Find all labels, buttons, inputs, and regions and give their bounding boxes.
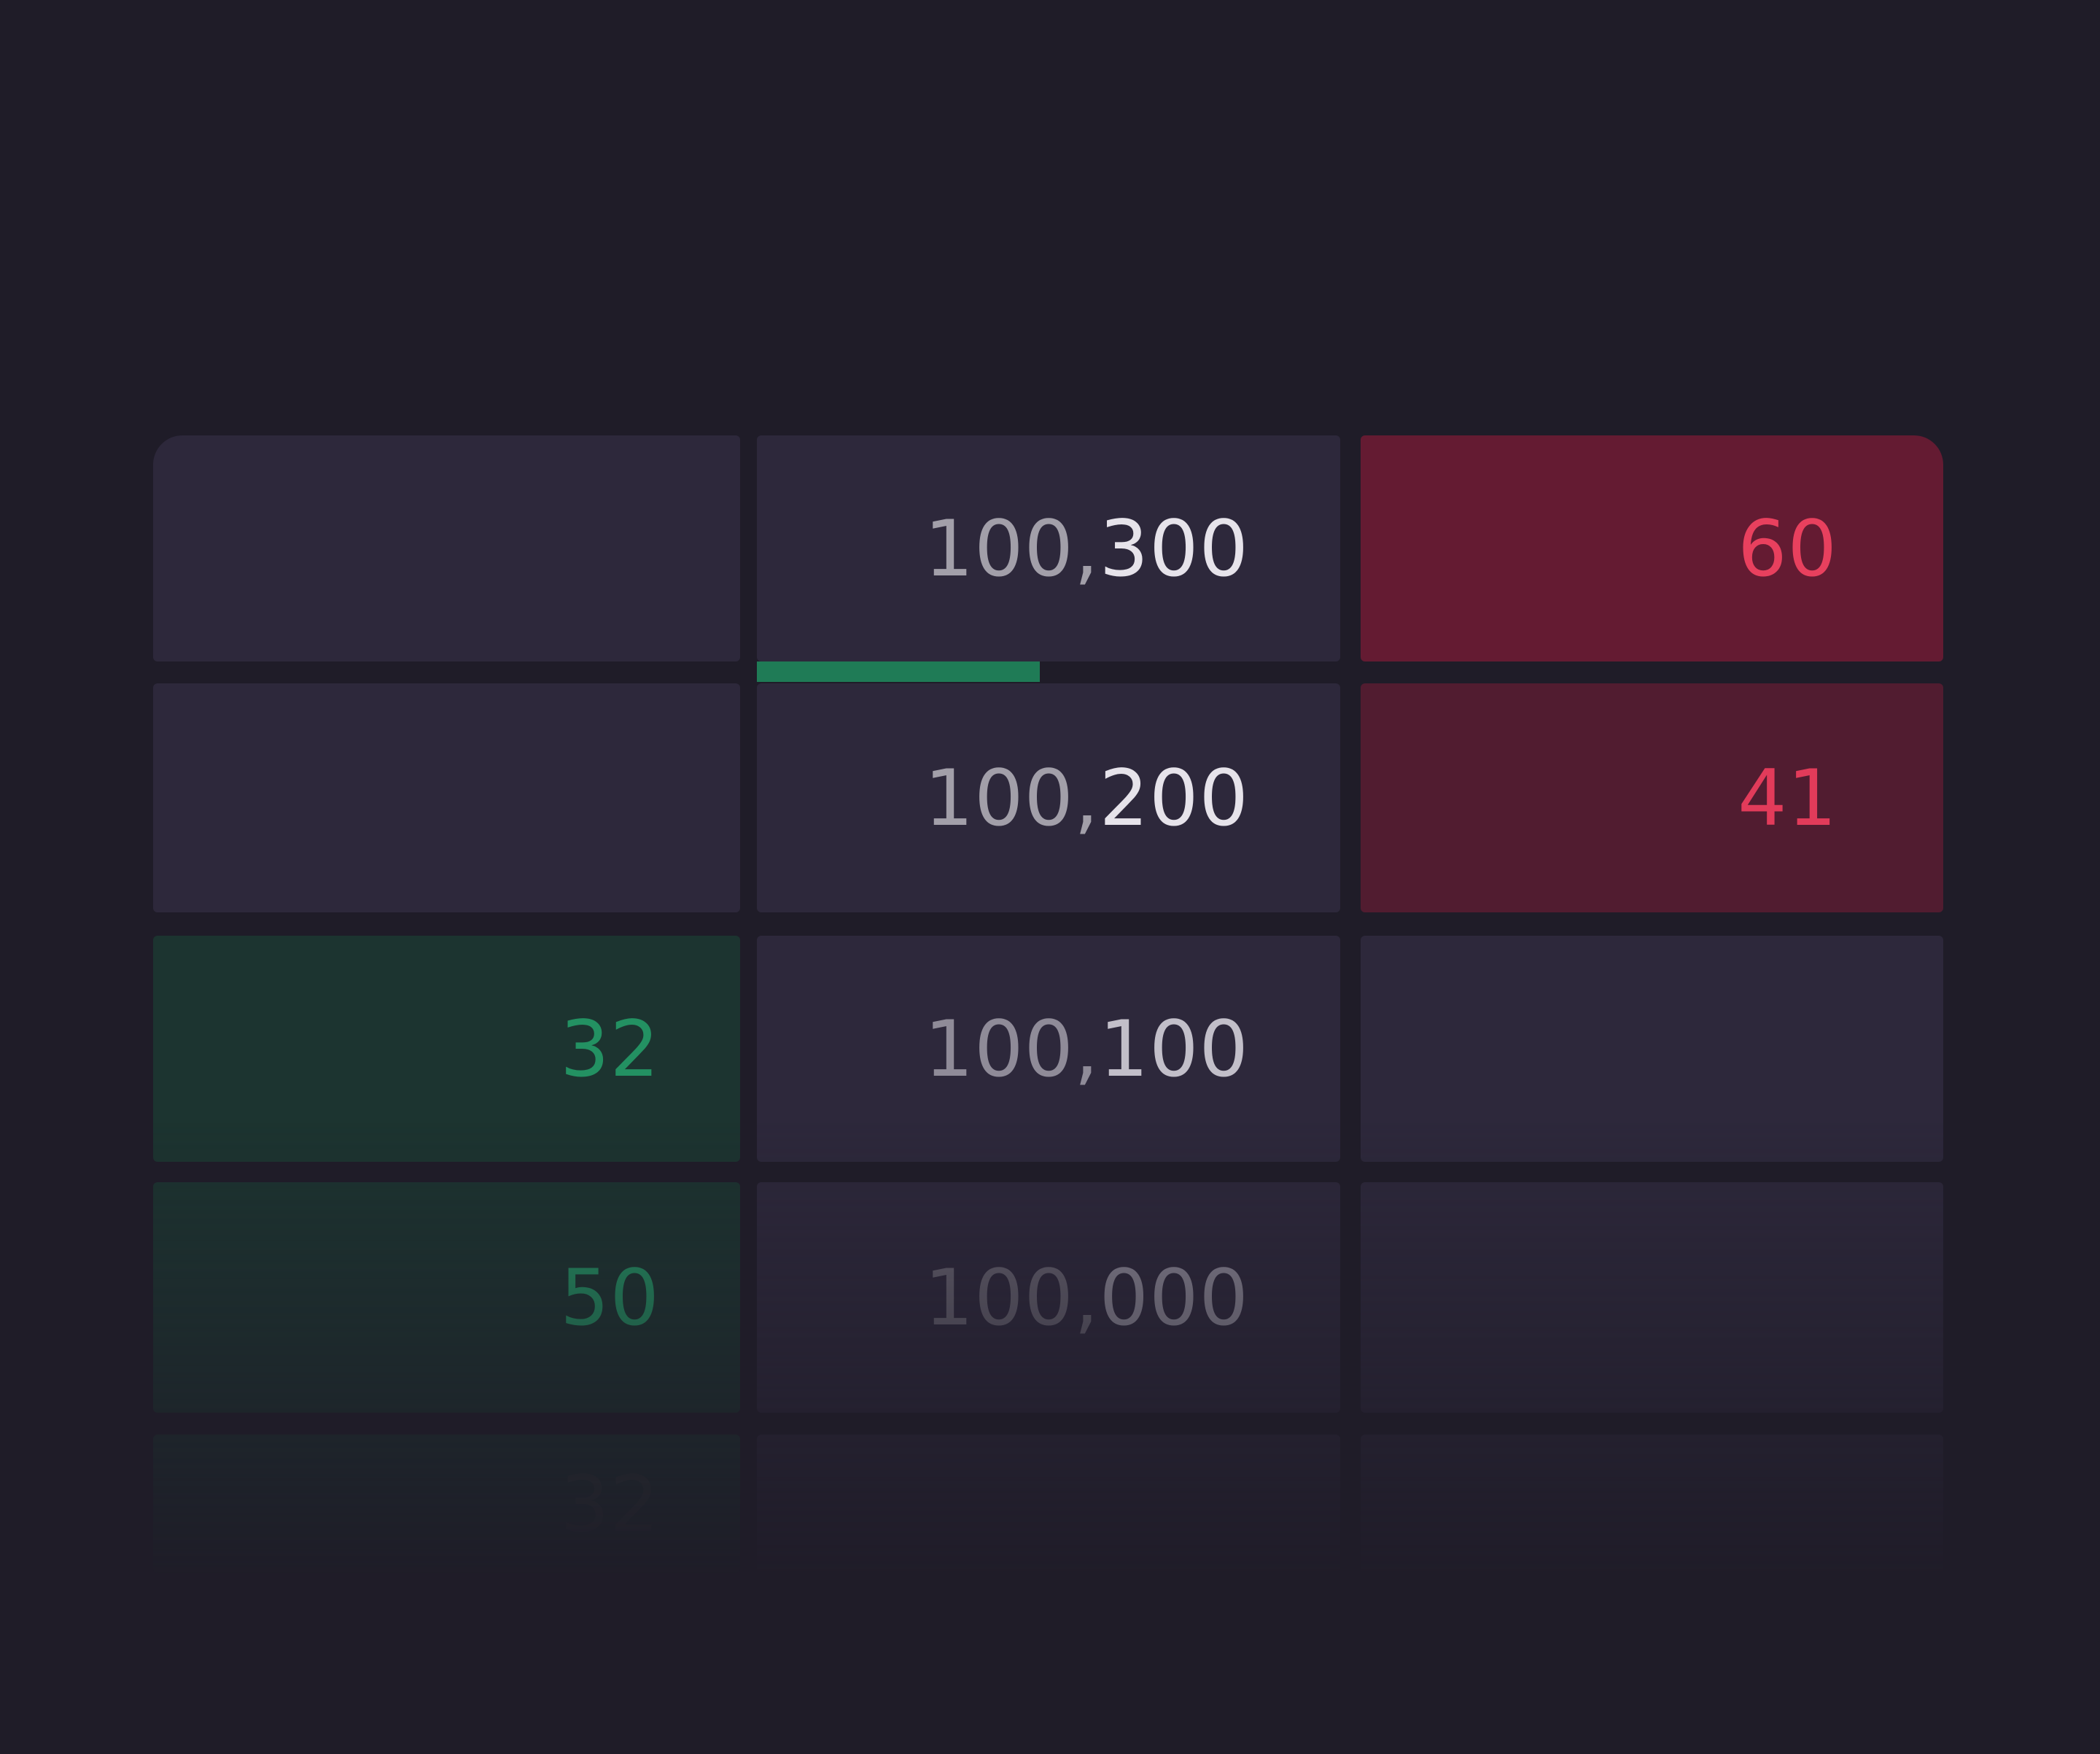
price-suffix: 200: [1099, 753, 1249, 843]
ask-size: 60: [1738, 503, 1838, 594]
ask-size: 41: [1738, 753, 1838, 843]
price-prefix: 100,: [924, 1004, 1100, 1094]
price-cell[interactable]: 100, 300: [757, 435, 1340, 661]
bid-cell[interactable]: 32: [153, 1435, 740, 1573]
bid-cell[interactable]: [153, 435, 740, 661]
price-cell[interactable]: [757, 1435, 1340, 1573]
bid-cell[interactable]: 32: [153, 936, 740, 1162]
bid-size: 50: [560, 1252, 660, 1343]
ask-cell[interactable]: [1361, 1435, 1943, 1573]
price-prefix: 100,: [924, 1252, 1100, 1343]
price-prefix: 100,: [924, 503, 1100, 594]
ask-cell[interactable]: [1361, 1182, 1943, 1413]
ask-cell[interactable]: 60: [1361, 435, 1943, 661]
ask-cell[interactable]: [1361, 936, 1943, 1162]
order-book-ladder: 100, 300 60 100, 200 41 32 100, 100 50 100,…: [153, 435, 1943, 1573]
price-cell[interactable]: 100, 200: [757, 683, 1340, 912]
ask-cell[interactable]: 41: [1361, 683, 1943, 912]
price-suffix: 300: [1099, 503, 1249, 594]
bid-size: 32: [560, 1459, 660, 1549]
spread-indicator-bar: [757, 661, 1040, 682]
bid-cell[interactable]: 50: [153, 1182, 740, 1413]
bid-size: 32: [560, 1004, 660, 1094]
price-suffix: 000: [1099, 1252, 1249, 1343]
price-cell[interactable]: 100, 000: [757, 1182, 1340, 1413]
price-suffix: 100: [1099, 1004, 1249, 1094]
bid-cell[interactable]: [153, 683, 740, 912]
price-prefix: 100,: [924, 753, 1100, 843]
price-cell[interactable]: 100, 100: [757, 936, 1340, 1162]
